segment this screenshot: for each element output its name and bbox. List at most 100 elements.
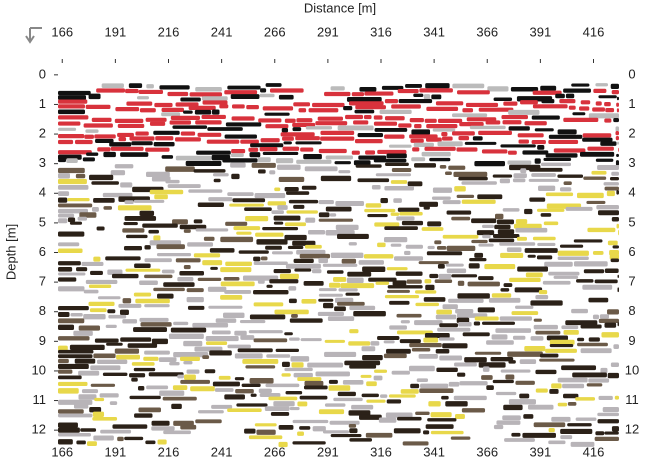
texture-stroke bbox=[171, 403, 182, 409]
texture-stroke bbox=[253, 290, 289, 295]
texture-stroke bbox=[375, 281, 390, 285]
texture-stroke bbox=[318, 298, 334, 302]
texture-stroke bbox=[384, 134, 405, 139]
texture-stroke bbox=[549, 389, 559, 394]
texture-stroke bbox=[220, 295, 243, 300]
texture-stroke bbox=[484, 263, 516, 270]
texture-stroke bbox=[90, 383, 116, 387]
texture-stroke bbox=[208, 197, 233, 202]
texture-stroke bbox=[434, 240, 442, 245]
texture-stroke bbox=[202, 260, 223, 266]
texture-stroke bbox=[288, 199, 319, 204]
texture-stroke bbox=[337, 391, 356, 397]
texture-stroke bbox=[300, 147, 314, 152]
texture-stroke bbox=[304, 166, 338, 172]
texture-stroke bbox=[126, 234, 148, 239]
texture-stroke bbox=[546, 335, 569, 341]
texture-stroke bbox=[542, 280, 571, 285]
texture-stroke bbox=[173, 321, 189, 326]
texture-stroke bbox=[365, 203, 382, 208]
texture-stroke bbox=[114, 164, 134, 169]
texture-stroke bbox=[58, 413, 93, 418]
texture-stroke bbox=[583, 176, 607, 180]
texture-stroke bbox=[335, 201, 365, 207]
texture-stroke bbox=[457, 90, 490, 95]
texture-stroke bbox=[508, 399, 536, 405]
texture-stroke bbox=[520, 168, 527, 174]
texture-stroke bbox=[512, 178, 526, 183]
texture-stroke bbox=[482, 366, 490, 372]
texture-stroke bbox=[348, 101, 384, 106]
texture-stroke bbox=[605, 108, 615, 113]
texture-stroke bbox=[541, 99, 555, 104]
texture-stroke bbox=[323, 302, 334, 309]
texture-stroke bbox=[496, 420, 521, 425]
texture-stroke bbox=[90, 270, 103, 275]
texture-stroke bbox=[493, 424, 504, 430]
texture-stroke bbox=[478, 362, 506, 368]
texture-stroke bbox=[101, 83, 124, 88]
texture-stroke bbox=[78, 394, 97, 400]
texture-stroke bbox=[230, 162, 246, 168]
texture-stroke bbox=[163, 430, 191, 435]
texture-stroke bbox=[617, 287, 619, 293]
texture-stroke bbox=[207, 127, 243, 131]
texture-stroke bbox=[122, 298, 132, 304]
y-tick-label-right: 11 bbox=[625, 392, 639, 407]
texture-stroke bbox=[548, 134, 583, 139]
texture-stroke bbox=[358, 155, 387, 160]
texture-stroke bbox=[75, 173, 86, 179]
texture-stroke bbox=[193, 169, 226, 173]
x-tick-label-top: 191 bbox=[105, 24, 127, 39]
texture-stroke bbox=[616, 96, 619, 101]
texture-stroke bbox=[288, 298, 297, 304]
texture-stroke bbox=[179, 270, 205, 276]
texture-stroke bbox=[248, 147, 259, 152]
texture-stroke bbox=[58, 184, 89, 190]
texture-stroke bbox=[384, 295, 420, 299]
texture-stroke bbox=[514, 287, 543, 293]
texture-stroke bbox=[295, 136, 320, 141]
texture-stroke bbox=[524, 345, 546, 352]
texture-stroke bbox=[604, 102, 611, 107]
texture-stroke bbox=[278, 441, 288, 448]
texture-stroke bbox=[333, 276, 347, 282]
texture-stroke bbox=[69, 221, 83, 225]
texture-stroke bbox=[386, 153, 407, 159]
y-tick-label-left: 10 bbox=[32, 362, 46, 377]
texture-stroke bbox=[213, 178, 221, 183]
texture-stroke bbox=[502, 120, 522, 125]
texture-stroke bbox=[577, 342, 608, 347]
texture-stroke bbox=[244, 207, 272, 211]
texture-stroke bbox=[58, 305, 89, 311]
texture-stroke bbox=[338, 170, 351, 174]
texture-stroke bbox=[305, 126, 333, 130]
texture-stroke bbox=[296, 118, 313, 123]
texture-stroke bbox=[133, 367, 156, 372]
texture-stroke bbox=[269, 279, 299, 284]
texture-stroke bbox=[81, 389, 99, 394]
texture-stroke bbox=[187, 242, 214, 247]
texture-stroke bbox=[292, 419, 329, 424]
texture-stroke bbox=[277, 205, 288, 210]
texture-stroke bbox=[430, 430, 464, 435]
texture-stroke bbox=[320, 175, 352, 182]
texture-stroke bbox=[144, 258, 172, 263]
texture-stroke bbox=[557, 250, 589, 256]
texture-stroke bbox=[348, 410, 371, 416]
texture-stroke bbox=[311, 269, 322, 274]
texture-stroke bbox=[124, 436, 144, 441]
texture-stroke bbox=[572, 112, 586, 116]
texture-stroke bbox=[58, 178, 87, 185]
texture-stroke bbox=[353, 160, 371, 166]
texture-stroke bbox=[442, 200, 461, 205]
texture-stroke bbox=[610, 362, 619, 368]
texture-stroke bbox=[153, 142, 175, 147]
texture-stroke bbox=[441, 395, 449, 400]
x-tick-label-bottom: 266 bbox=[264, 444, 286, 459]
texture-stroke bbox=[334, 161, 351, 165]
x-tick-label-top: 341 bbox=[423, 24, 445, 39]
texture-stroke bbox=[151, 420, 170, 426]
texture-stroke bbox=[120, 152, 149, 157]
texture-stroke bbox=[329, 420, 360, 425]
